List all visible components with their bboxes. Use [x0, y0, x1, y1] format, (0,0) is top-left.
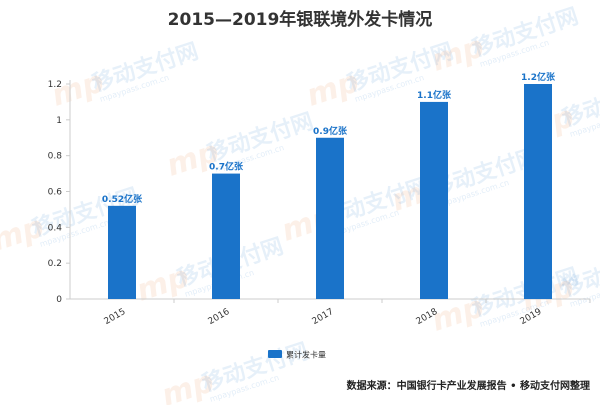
- y-tick-label: 1: [56, 116, 62, 126]
- data-label-2015: 0.52亿张: [102, 193, 143, 205]
- x-tick-label: 2017: [311, 307, 336, 327]
- bar-2019: [524, 84, 552, 299]
- y-tick-label: 0.6: [48, 188, 63, 198]
- legend: 累计发卡量: [268, 350, 326, 360]
- data-labels: 0.52亿张 0.7亿张 0.9亿张 1.1亿张 1.2亿张: [102, 71, 556, 205]
- x-tick-label: 2016: [207, 307, 232, 327]
- y-axis: 0 0.2 0.4 0.6 0.8 1 1.2: [48, 80, 71, 305]
- y-tick-label: 0.4: [48, 223, 63, 233]
- source-note: 数据来源：中国银行卡产业发展报告 • 移动支付网整理: [347, 379, 590, 392]
- y-tick-label: 0.2: [48, 259, 62, 269]
- x-tick-label: 2015: [103, 307, 128, 327]
- bar-2018: [420, 101, 448, 300]
- y-tick-label: 1.2: [48, 80, 62, 90]
- bar-series: [108, 84, 552, 300]
- y-tick-label: 0.8: [48, 152, 63, 162]
- bar-2015: [108, 205, 136, 299]
- legend-label: 累计发卡量: [286, 350, 326, 360]
- data-label-2019: 1.2亿张: [521, 71, 556, 83]
- chart-title: 2015—2019年银联境外发卡情况: [168, 9, 433, 30]
- data-label-2017: 0.9亿张: [313, 125, 348, 137]
- data-label-2016: 0.7亿张: [209, 161, 244, 173]
- legend-swatch: [268, 350, 282, 358]
- bar-2016: [212, 173, 240, 299]
- bar-2017: [316, 137, 344, 299]
- y-tick-label: 0: [56, 295, 62, 305]
- data-label-2018: 1.1亿张: [417, 89, 452, 101]
